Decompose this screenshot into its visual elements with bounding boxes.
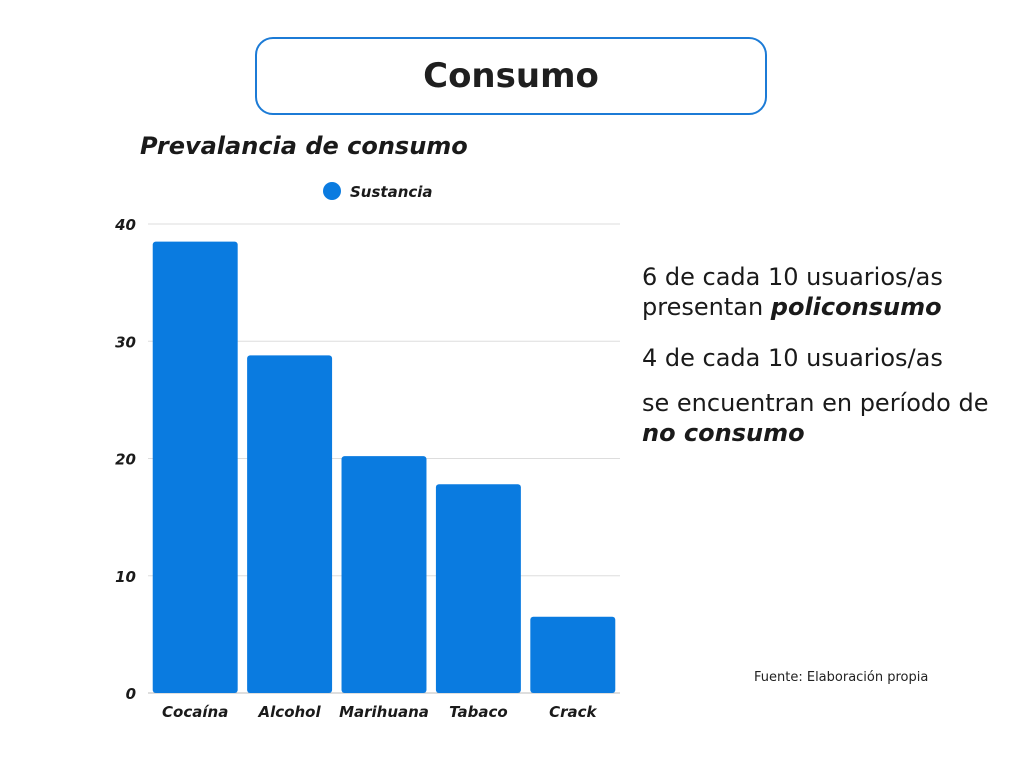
bar-tabaco (435, 484, 521, 693)
no-consumo-note: se encuentran en período de no consumo (642, 388, 1012, 448)
x-tick-label: Crack (549, 703, 597, 721)
legend-label: Sustancia (350, 183, 433, 201)
y-tick-label: 10 (115, 568, 136, 586)
no-consumo-emphasis: no consumo (642, 419, 805, 447)
x-tick-label: Alcohol (258, 703, 322, 721)
title-box: Consumo (255, 37, 767, 115)
bar-crack (530, 616, 616, 693)
policonsumo-emphasis: policonsumo (770, 293, 942, 321)
policonsumo-note: 6 de cada 10 usuarios/as presentan polic… (642, 262, 1012, 322)
source-note: Fuente: Elaboración propia (754, 670, 929, 685)
x-tick-label: Marihuana (339, 703, 429, 721)
policonsumo-note-prefix: 6 de cada 10 usuarios/as presentan (642, 263, 943, 321)
bar-cocaína (152, 241, 238, 693)
chart-title: Prevalancia de consumo (140, 132, 468, 160)
bar-alcohol (247, 355, 333, 693)
y-tick-label: 0 (126, 685, 136, 703)
page-title: Consumo (423, 56, 599, 96)
legend-marker (323, 182, 341, 200)
no-consumo-note-prefix: se encuentran en período de (642, 389, 989, 417)
bar-marihuana (341, 456, 427, 693)
y-tick-label: 40 (114, 216, 136, 234)
x-tick-label: Cocaína (162, 703, 228, 721)
no-consumo-count-note: 4 de cada 10 usuarios/as (642, 344, 943, 372)
x-tick-label: Tabaco (449, 703, 508, 721)
y-tick-label: 20 (115, 451, 136, 469)
y-tick-label: 30 (115, 333, 136, 351)
